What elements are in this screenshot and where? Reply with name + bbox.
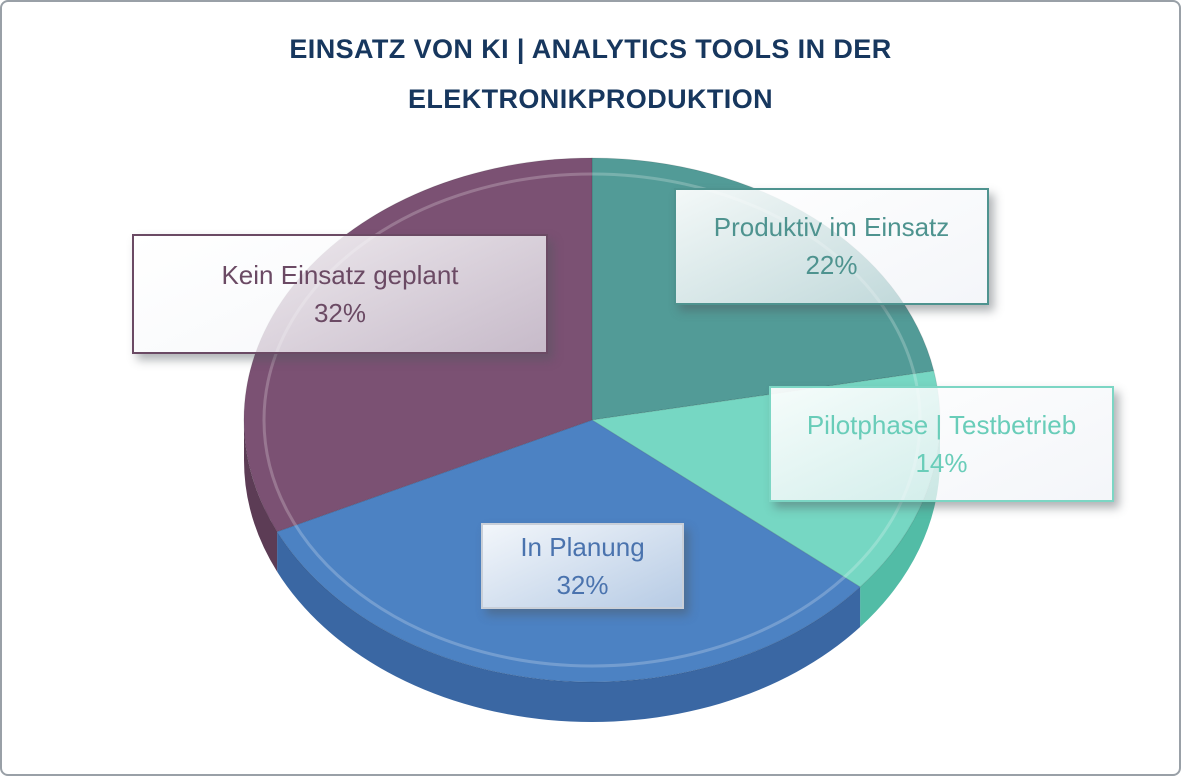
callout-label: Pilotphase | Testbetrieb: [806, 409, 1077, 440]
callout-percent: 22%: [805, 250, 858, 280]
callout-label: In Planung: [520, 531, 645, 562]
callout-kein-einsatz-geplant: Kein Einsatz geplant 32%: [132, 234, 548, 354]
pie-slice-side-in-planung: [277, 531, 861, 723]
chart-title-line2: ELEKTRONIKPRODUKTION: [408, 84, 773, 114]
chart-title: EINSATZ VON KI | ANALYTICS TOOLS IN DER …: [2, 24, 1179, 124]
callout-percent: 32%: [313, 297, 367, 328]
callout-percent: 32%: [556, 569, 609, 600]
pie-slice-side-kein-einsatz-geplant: [243, 420, 278, 572]
callout-label: Kein Einsatz geplant: [221, 259, 459, 290]
callout-in-planung: In Planung 32%: [481, 523, 684, 609]
callout-percent: 14%: [915, 447, 968, 478]
callout-produktiv-im-einsatz: Produktiv im Einsatz 22%: [674, 188, 989, 305]
pie-slice-side-pilotphase-testbetrieb: [860, 420, 940, 627]
callout-label: Produktiv im Einsatz: [713, 212, 950, 242]
callout-pilotphase-testbetrieb: Pilotphase | Testbetrieb 14%: [769, 386, 1114, 502]
chart-title-line1: EINSATZ VON KI | ANALYTICS TOOLS IN DER: [289, 34, 892, 64]
